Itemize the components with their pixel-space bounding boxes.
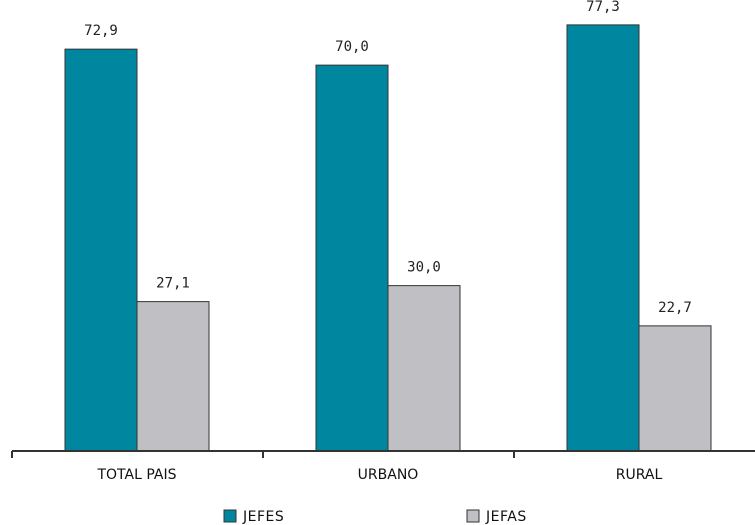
- legend-label-jefas: JEFAS: [485, 509, 527, 525]
- data-label-jefes-1: 72,9: [84, 23, 118, 39]
- bar-jefas-2: [387, 285, 461, 452]
- legend: JEFES JEFAS: [223, 509, 527, 525]
- data-label-jefas-1: 27,1: [156, 276, 190, 292]
- data-label-jefes-3: 77,3: [586, 0, 620, 15]
- category-label-3: RURAL: [616, 467, 663, 483]
- bar-jefes-1: [64, 48, 138, 452]
- x-axis-ticks: [11, 451, 515, 458]
- data-label-jefas-3: 22,7: [658, 300, 692, 316]
- legend-swatch-jefas: [466, 509, 480, 523]
- bar-jefes-3: [566, 24, 640, 452]
- bar-jefas-1: [136, 301, 210, 452]
- bars-group: [64, 24, 712, 452]
- data-label-jefas-2: 30,0: [407, 260, 441, 276]
- category-label-2: URBANO: [358, 467, 419, 483]
- legend-label-jefes: JEFES: [242, 509, 284, 525]
- data-label-jefes-2: 70,0: [335, 39, 369, 55]
- bar-jefes-2: [315, 64, 389, 452]
- legend-swatch-jefes: [223, 509, 237, 523]
- category-labels-group: TOTAL PAIS URBANO RURAL: [96, 467, 662, 483]
- value-labels-group: 72,9 27,1 70,0 30,0 77,3 22,7: [84, 0, 692, 316]
- bar-jefas-3: [638, 325, 712, 452]
- category-label-1: TOTAL PAIS: [96, 467, 176, 483]
